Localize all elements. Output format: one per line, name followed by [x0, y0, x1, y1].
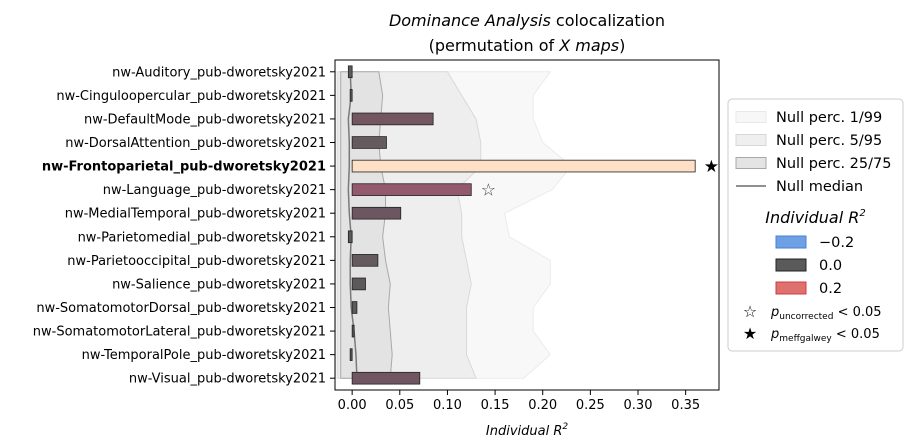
bar-4 — [351, 159, 696, 173]
legend-color-label: 0.0 — [819, 258, 842, 274]
x-axis-label: Individual R2 — [486, 422, 568, 439]
y-tick-label: nw-TemporalPole_pub-dworetsky2021 — [82, 348, 326, 363]
legend: Null perc. 1/99 Null perc. 5/95 Null perc.… — [727, 98, 904, 352]
bar-5 — [351, 183, 472, 196]
x-axis: 0.00 0.05 0.10 0.15 0.20 0.25 0.30 0.35 — [338, 390, 700, 413]
y-tick-label: nw-MedialTemporal_pub-dworetsky2021 — [65, 207, 326, 222]
bar-10 — [351, 301, 358, 314]
bar-series — [347, 65, 696, 385]
bar-6 — [351, 206, 402, 220]
x-tick-label: 0.00 — [338, 398, 367, 413]
x-tick-label: 0.25 — [576, 398, 605, 413]
y-tick-label: nw-Auditory_pub-dworetsky2021 — [112, 65, 326, 80]
bar-7 — [347, 230, 353, 244]
open-star-marker: ☆ — [481, 181, 496, 201]
legend-color-swatch — [775, 235, 807, 249]
y-tick-label: nw-SomatomotorDorsal_pub-dworetsky2021 — [36, 301, 326, 316]
y-tick-label: nw-Salience_pub-dworetsky2021 — [112, 277, 326, 292]
y-tick-label: nw-Visual_pub-dworetsky2021 — [129, 372, 326, 387]
bar-1 — [349, 89, 353, 102]
chart-subtitle-post: ) — [619, 36, 625, 55]
chart-subtitle-italic: X maps — [558, 36, 619, 55]
y-tick-label: nw-Parietooccipital_pub-dworetsky2021 — [67, 254, 326, 269]
x-tick-label: 0.20 — [528, 398, 557, 413]
legend-item-label: Null perc. 1/99 — [776, 110, 882, 126]
legend-color-swatch — [775, 258, 807, 272]
legend-band-swatch — [735, 111, 767, 123]
y-tick-label: nw-DorsalAttention_pub-dworetsky2021 — [65, 136, 326, 151]
x-tick-label: 0.35 — [671, 398, 700, 413]
y-tick-label: nw-Parietomedial_pub-dworetsky2021 — [78, 230, 326, 245]
bar-13 — [351, 371, 421, 385]
legend-item-label: Null perc. 25/75 — [776, 156, 891, 172]
x-axis-label-text: Individual R — [486, 424, 562, 439]
y-axis: nw-Auditory_pub-dworetsky2021 nw-Cinguloo… — [33, 65, 335, 387]
bar-9 — [351, 277, 366, 291]
bar-8 — [351, 254, 379, 267]
y-tick-label: nw-Frontoparietal_pub-dworetsky2021 — [42, 160, 326, 175]
legend-box — [727, 98, 904, 352]
legend-color-label: −0.2 — [819, 235, 854, 251]
chart-title: Dominance Analysis colocalization — [389, 11, 665, 30]
legend-item-label: Null median — [776, 179, 863, 195]
significance-markers: ★☆ — [481, 157, 719, 201]
bar-11 — [351, 324, 355, 338]
legend-open-star-icon: ☆ — [743, 302, 757, 321]
legend-color-label: 0.2 — [819, 281, 842, 297]
y-tick-label: nw-Cinguloopercular_pub-dworetsky2021 — [56, 89, 326, 104]
chart-title-rest: colocalization — [551, 11, 665, 30]
y-tick-label: nw-Language_pub-dworetsky2021 — [103, 183, 326, 198]
x-tick-label: 0.15 — [481, 398, 510, 413]
x-tick-label: 0.05 — [385, 398, 414, 413]
legend-subtitle: Individual R2 — [765, 208, 866, 227]
plot-frame — [334, 59, 720, 391]
bar-2 — [351, 112, 434, 126]
chart-subtitle-pre: (permutation of — [429, 36, 560, 55]
legend-band-swatch — [735, 134, 767, 146]
x-tick-label: 0.30 — [624, 398, 653, 413]
chart-title-italic: Dominance Analysis — [389, 11, 551, 30]
legend-sig-label: puncorrected < 0.05 — [770, 305, 882, 322]
legend-color-swatch — [775, 281, 807, 295]
bar-3 — [351, 136, 387, 149]
x-tick-label: 0.10 — [433, 398, 462, 413]
legend-filled-star-icon: ★ — [743, 324, 757, 343]
legend-band-swatch — [735, 157, 767, 169]
chart-subtitle: (permutation of X maps) — [429, 36, 626, 55]
x-axis-label-sup: 2 — [562, 422, 568, 432]
legend-item-label: Null perc. 5/95 — [776, 133, 882, 149]
bar-12 — [349, 348, 353, 361]
bar-0 — [347, 65, 353, 79]
y-tick-label: nw-SomatomotorLateral_pub-dworetsky2021 — [33, 325, 326, 340]
legend-sig-label: pmeffgalwey < 0.05 — [770, 327, 880, 344]
filled-star-marker: ★ — [704, 157, 719, 177]
y-tick-label: nw-DefaultMode_pub-dworetsky2021 — [84, 112, 326, 127]
